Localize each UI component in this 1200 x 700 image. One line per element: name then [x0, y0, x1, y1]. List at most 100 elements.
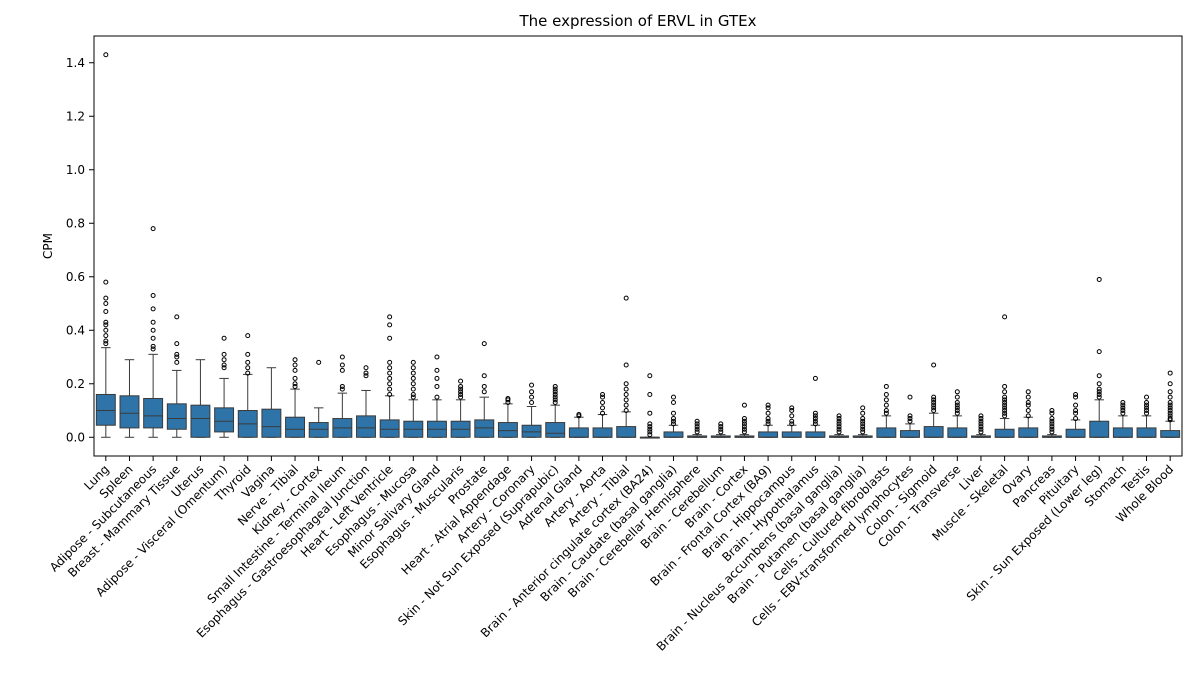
outlier-point — [339, 354, 345, 360]
outlier-point — [1167, 413, 1173, 419]
outlier-point — [1144, 399, 1150, 405]
outlier-point — [458, 394, 464, 400]
outlier-point — [1025, 394, 1031, 400]
outlier-point — [150, 306, 156, 312]
outlier-point — [292, 367, 298, 373]
outlier-point — [954, 394, 960, 400]
outlier-point — [1073, 408, 1079, 414]
box — [379, 419, 400, 438]
outlier-point — [647, 391, 653, 397]
outlier-point — [1002, 394, 1008, 400]
outlier-point — [670, 421, 676, 427]
outlier-point — [387, 370, 393, 376]
outlier-point — [316, 359, 322, 365]
outlier-point — [1144, 405, 1150, 411]
outlier-point — [1120, 399, 1126, 405]
outlier-point — [836, 426, 842, 432]
outlier-point — [860, 416, 866, 422]
outlier-point — [623, 295, 629, 301]
outlier-point — [103, 327, 109, 333]
outlier-point — [600, 391, 606, 397]
outlier-point — [765, 416, 771, 422]
outlier-point — [741, 421, 747, 427]
outlier-point — [387, 375, 393, 381]
outlier-point — [481, 373, 487, 379]
outlier-point — [978, 416, 984, 422]
box-group — [497, 395, 518, 438]
outlier-point — [647, 421, 653, 427]
box — [1136, 427, 1157, 438]
outlier-point — [1167, 370, 1173, 376]
outlier-point — [552, 399, 558, 405]
outlier-point — [1002, 397, 1008, 403]
outlier-point — [434, 375, 440, 381]
outlier-point — [741, 424, 747, 430]
outlier-point — [883, 383, 889, 389]
box — [166, 403, 187, 430]
outlier-point — [1049, 424, 1055, 430]
box-group — [663, 394, 684, 438]
outlier-point — [1002, 408, 1008, 414]
box — [663, 431, 684, 438]
box-group — [379, 314, 400, 438]
outlier-point — [410, 365, 416, 371]
box — [616, 426, 637, 438]
outlier-point — [458, 378, 464, 384]
box-group — [687, 418, 708, 438]
box — [285, 416, 306, 438]
box — [1065, 428, 1086, 438]
outlier-point — [552, 383, 558, 389]
outlier-point — [765, 418, 771, 424]
outlier-point — [978, 413, 984, 419]
box — [497, 422, 518, 438]
outlier-point — [789, 405, 795, 411]
box-group — [521, 382, 542, 438]
box — [994, 428, 1015, 438]
outlier-point — [103, 309, 109, 315]
outlier-point — [836, 416, 842, 422]
outlier-point — [103, 52, 109, 58]
outlier-point — [103, 333, 109, 339]
box — [947, 427, 968, 438]
outlier-point — [292, 362, 298, 368]
outlier-point — [103, 295, 109, 301]
outlier-point — [292, 357, 298, 363]
box-group — [1041, 408, 1062, 438]
outlier-point — [458, 386, 464, 392]
outlier-point — [552, 389, 558, 395]
outlier-point — [1073, 410, 1079, 416]
outlier-point — [529, 382, 535, 388]
box-group — [734, 402, 755, 438]
box-group — [1160, 370, 1181, 438]
box-group — [947, 389, 968, 438]
box-group — [1112, 399, 1133, 438]
outlier-point — [150, 346, 156, 352]
outlier-point — [1144, 408, 1150, 414]
outlier-point — [670, 394, 676, 400]
outlier-point — [883, 408, 889, 414]
box-group — [994, 314, 1015, 438]
outlier-point — [458, 383, 464, 389]
outlier-point — [103, 301, 109, 307]
outlier-point — [1096, 389, 1102, 395]
outlier-point — [860, 429, 866, 435]
box — [781, 431, 802, 438]
outlier-point — [458, 391, 464, 397]
outlier-point — [1049, 410, 1055, 416]
outlier-point — [694, 418, 700, 424]
outlier-point — [1049, 408, 1055, 414]
box — [545, 422, 566, 438]
outlier-point — [860, 421, 866, 427]
outlier-point — [363, 373, 369, 379]
box-group — [403, 359, 424, 438]
outlier-point — [434, 394, 440, 400]
outlier-point — [718, 421, 724, 427]
outlier-point — [221, 365, 227, 371]
outlier-point — [434, 367, 440, 373]
outlier-point — [954, 389, 960, 395]
outlier-point — [150, 327, 156, 333]
outlier-point — [978, 426, 984, 432]
box — [758, 431, 779, 438]
outlier-point — [1144, 402, 1150, 408]
box-group — [970, 413, 991, 438]
